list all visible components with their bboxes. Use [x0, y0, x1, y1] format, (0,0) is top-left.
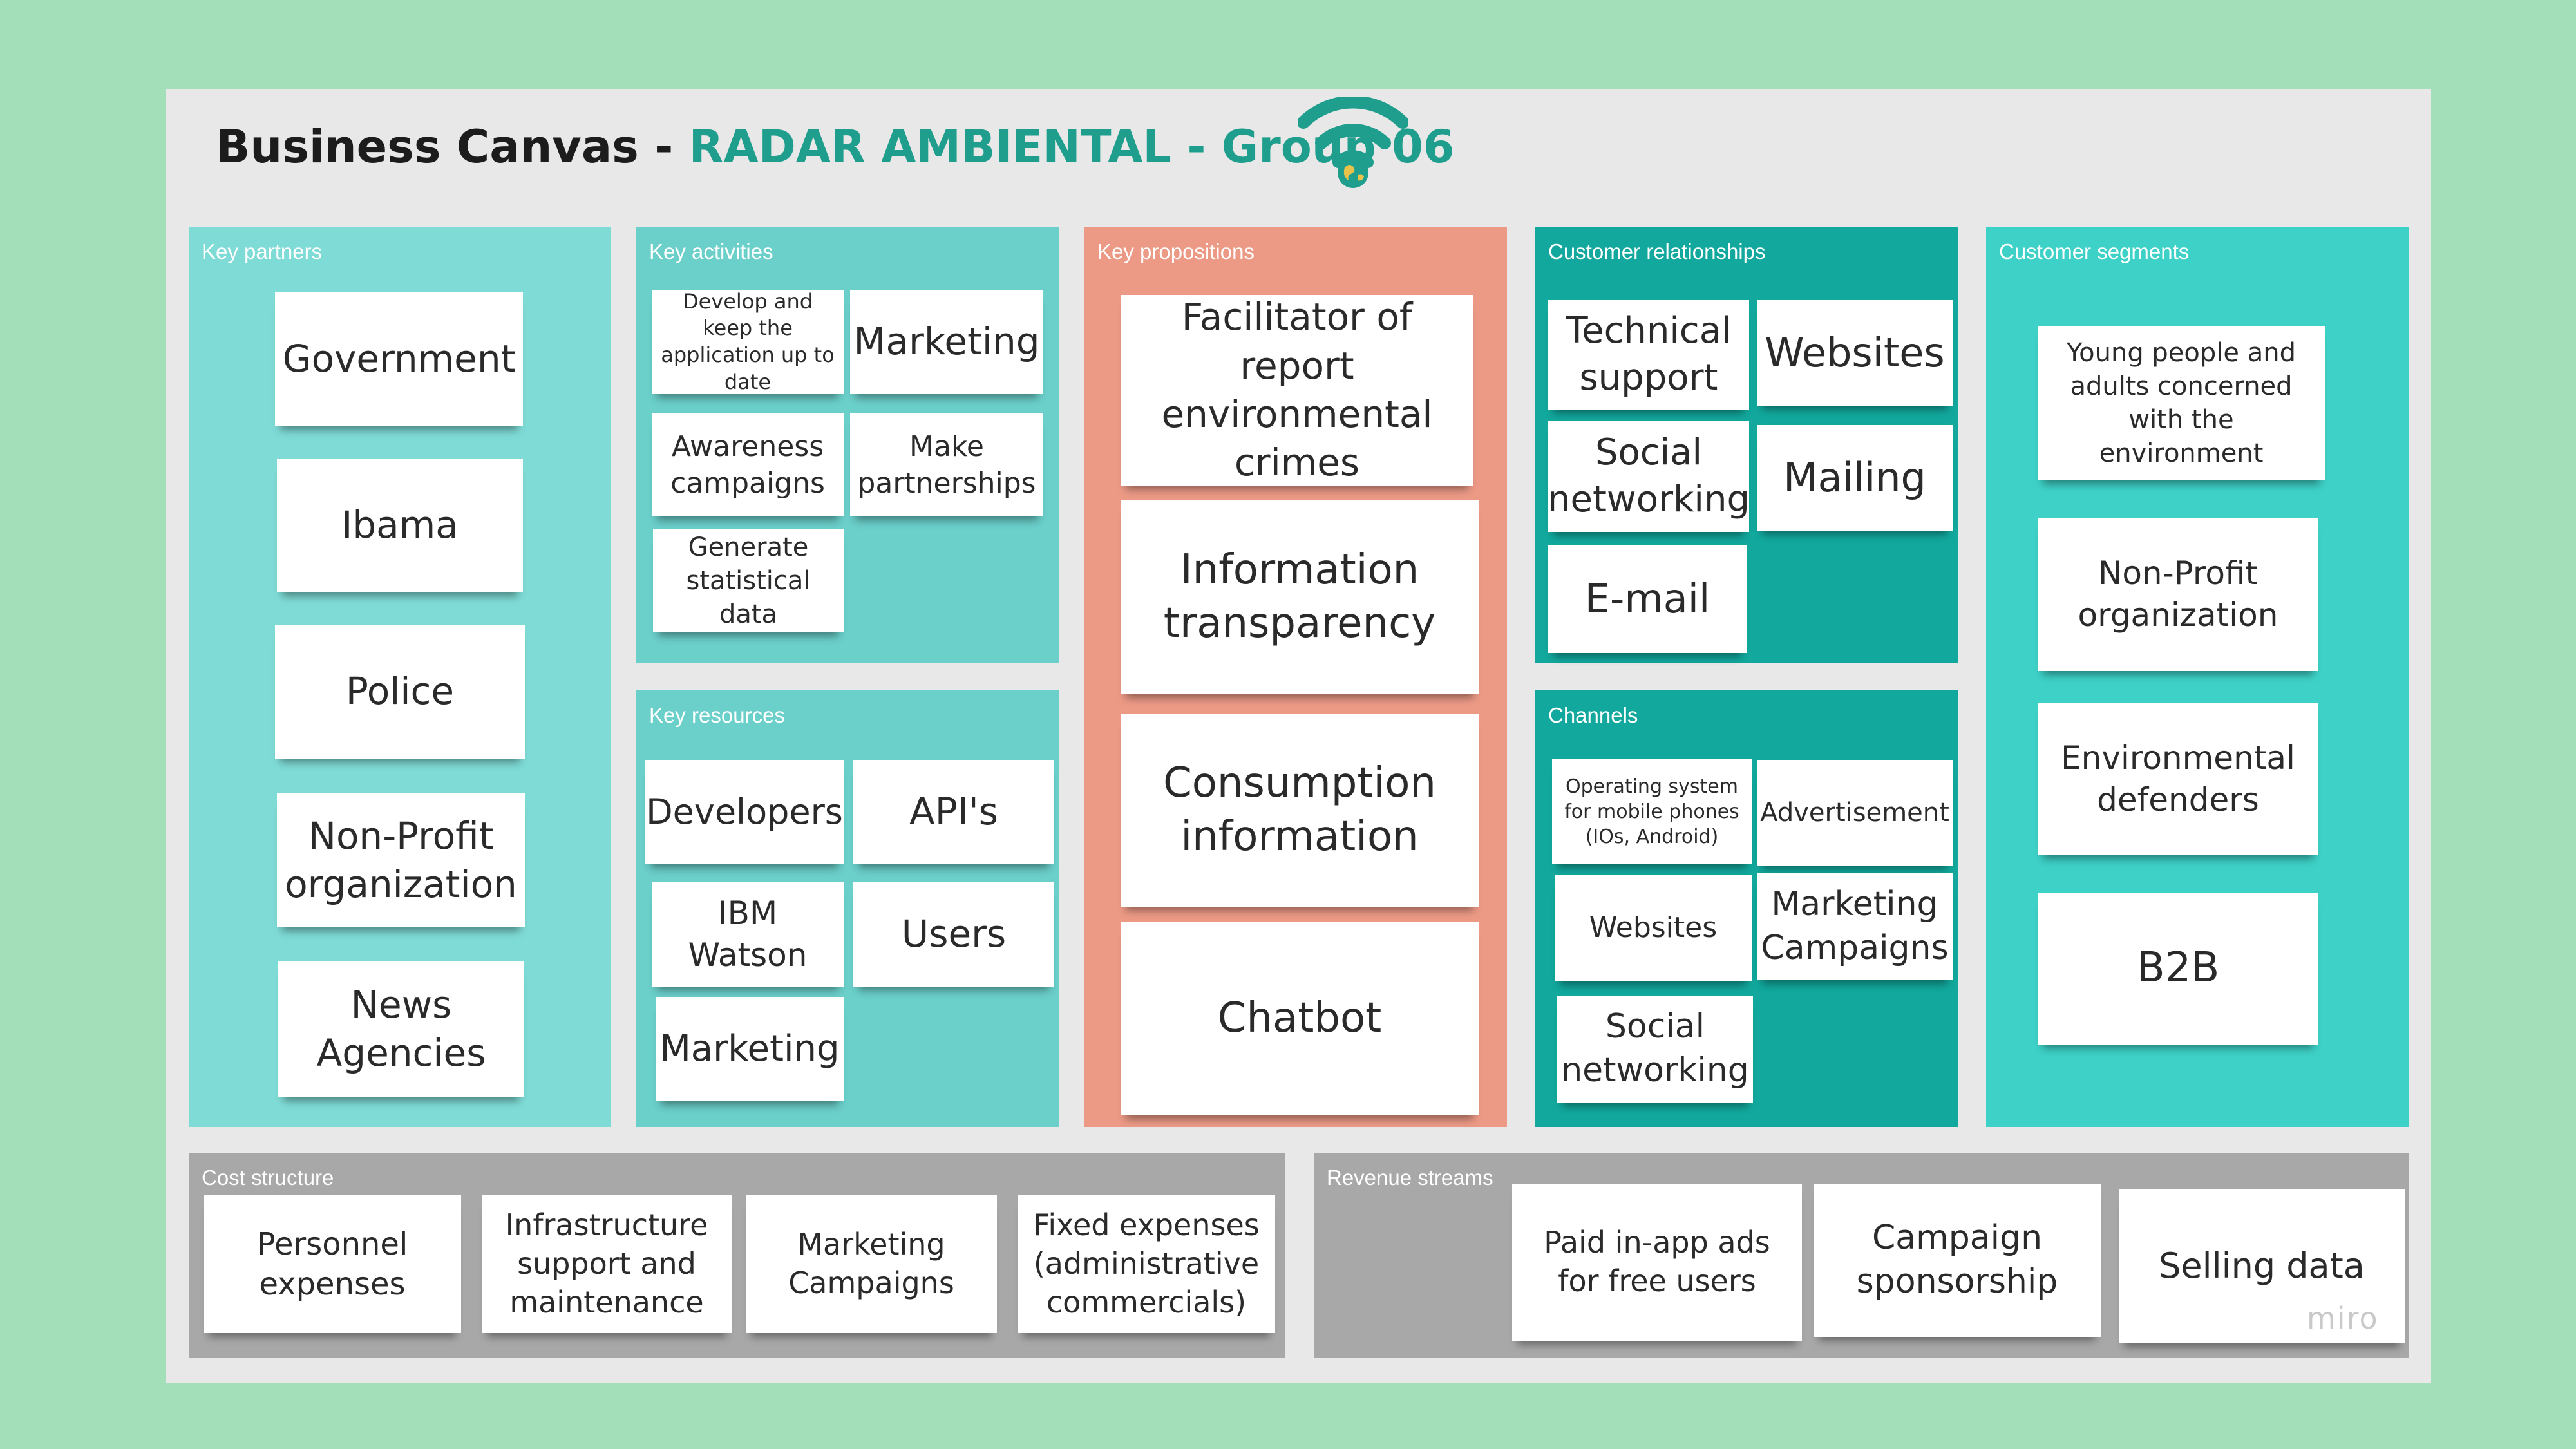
sticky-note[interactable]: Generate statistical data — [653, 529, 844, 632]
sticky-note[interactable]: Social networking — [1557, 996, 1753, 1103]
panel-label: Revenue streams — [1327, 1166, 1493, 1189]
sticky-note[interactable]: Technical support — [1548, 300, 1749, 410]
panel-label: Channels — [1548, 703, 1638, 727]
sticky-note[interactable]: Police — [275, 625, 525, 759]
sticky-note[interactable]: Government — [275, 292, 523, 426]
sticky-note[interactable]: Selling data — [2119, 1189, 2405, 1343]
sticky-note[interactable]: API's — [853, 760, 1054, 864]
sticky-note[interactable]: Marketing Campaigns — [746, 1195, 997, 1333]
panel-label: Customer segments — [1999, 240, 2190, 263]
sticky-note[interactable]: Websites — [1555, 875, 1752, 981]
title-prefix: Business Canvas - — [216, 120, 689, 173]
sticky-note[interactable]: Paid in-app ads for free users — [1512, 1184, 1802, 1341]
sticky-note[interactable]: Non-Profit organization — [2038, 518, 2318, 671]
sticky-note[interactable]: E-mail — [1548, 545, 1747, 653]
sticky-note[interactable]: Operating system for mobile phones (IOs,… — [1552, 759, 1752, 864]
sticky-note[interactable]: Fixed expenses (administrative commercia… — [1018, 1195, 1275, 1333]
sticky-note[interactable]: Developers — [645, 760, 844, 864]
sticky-note[interactable]: Awareness campaigns — [652, 413, 844, 516]
sticky-note[interactable]: B2B — [2038, 893, 2318, 1045]
sticky-note[interactable]: Mailing — [1757, 425, 1953, 531]
sticky-note[interactable]: Chatbot — [1121, 922, 1479, 1115]
sticky-note[interactable]: Campaign sponsorship — [1814, 1184, 2101, 1337]
panel-label: Key resources — [649, 703, 785, 727]
wifi-globe-icon — [1298, 97, 1408, 188]
sticky-note[interactable]: Consumption information — [1121, 714, 1479, 907]
sticky-note[interactable]: Users — [853, 882, 1054, 987]
panel-label: Key propositions — [1097, 240, 1255, 263]
sticky-note[interactable]: Advertisement — [1757, 760, 1953, 866]
panel-label: Cost structure — [202, 1166, 334, 1189]
sticky-note[interactable]: Ibama — [277, 459, 523, 592]
sticky-note[interactable]: Marketing — [656, 997, 844, 1101]
sticky-note[interactable]: Websites — [1757, 300, 1953, 406]
sticky-note[interactable]: Marketing Campaigns — [1757, 873, 1953, 980]
title-accent: RADAR AMBIENTAL - Group 06 — [688, 120, 1455, 173]
panel-label: Customer relationships — [1548, 240, 1766, 263]
page-title: Business Canvas - RADAR AMBIENTAL - Grou… — [216, 115, 1455, 179]
sticky-note[interactable]: News Agencies — [278, 961, 524, 1097]
sticky-note[interactable]: Develop and keep the application up to d… — [652, 289, 844, 394]
sticky-note[interactable]: Personnel expenses — [204, 1195, 461, 1333]
sticky-note[interactable]: Non-Profit organization — [277, 793, 525, 927]
sticky-note[interactable]: Information transparency — [1121, 500, 1479, 694]
sticky-note[interactable]: Young people and adults concerned with t… — [2038, 326, 2325, 480]
sticky-note[interactable]: Environmental defenders — [2038, 703, 2318, 855]
panel-label: Key activities — [649, 240, 773, 263]
sticky-note[interactable]: Marketing — [850, 290, 1043, 394]
sticky-note[interactable]: Infrastructure support and maintenance — [482, 1195, 732, 1333]
sticky-note[interactable]: IBM Watson — [652, 882, 844, 987]
sticky-note[interactable]: Make partnerships — [850, 413, 1043, 516]
sticky-note[interactable]: Social networking — [1548, 421, 1750, 532]
miro-watermark: miro — [2307, 1301, 2379, 1336]
sticky-note[interactable]: Facilitator of report environmental crim… — [1121, 295, 1473, 486]
panel-label: Key partners — [202, 240, 323, 263]
